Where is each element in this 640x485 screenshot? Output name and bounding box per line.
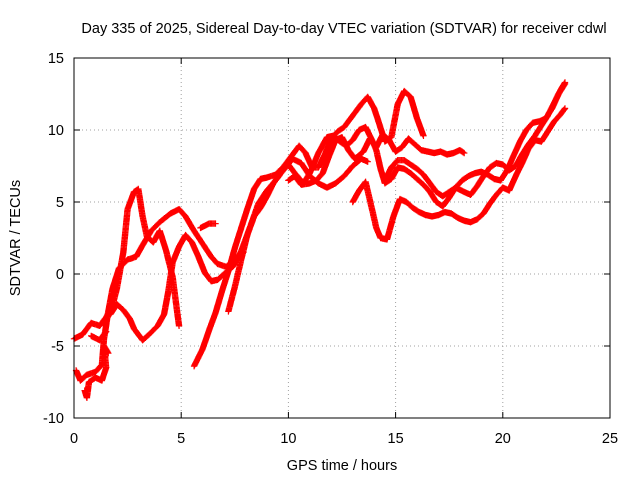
x-tick-label: 15 bbox=[388, 431, 404, 447]
x-tick-label: 25 bbox=[602, 431, 618, 447]
y-tick-label: 5 bbox=[56, 195, 64, 211]
chart-title: Day 335 of 2025, Sidereal Day-to-day VTE… bbox=[81, 21, 606, 37]
x-tick-label: 20 bbox=[495, 431, 511, 447]
x-tick-label: 10 bbox=[280, 431, 296, 447]
y-tick-label: 10 bbox=[48, 123, 64, 139]
y-tick-label: 0 bbox=[56, 267, 64, 283]
y-tick-label: -10 bbox=[43, 411, 64, 427]
y-axis-label: SDTVAR / TECUs bbox=[8, 180, 24, 296]
y-tick-label: 15 bbox=[48, 51, 64, 67]
x-tick-label: 0 bbox=[70, 431, 78, 447]
x-axis-label: GPS time / hours bbox=[287, 458, 397, 474]
y-tick-label: -5 bbox=[51, 339, 64, 355]
x-tick-label: 5 bbox=[177, 431, 185, 447]
